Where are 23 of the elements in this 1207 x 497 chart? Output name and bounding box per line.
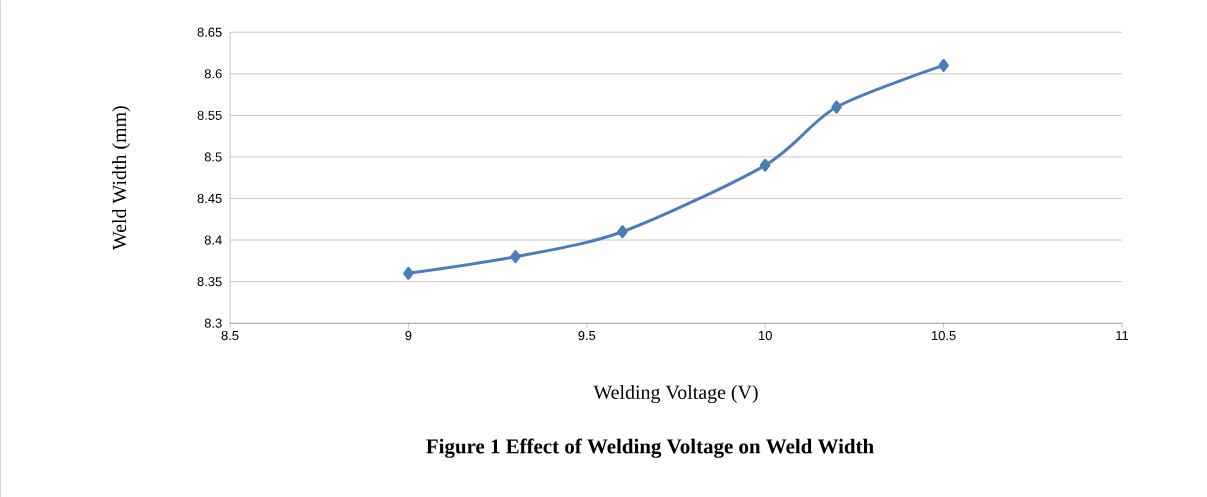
point bbox=[617, 225, 628, 239]
point bbox=[403, 266, 414, 280]
x-tick-label: 9.5 bbox=[578, 330, 596, 340]
y-tick-label: 8.3 bbox=[204, 318, 222, 328]
point bbox=[510, 250, 521, 263]
x-tick-label: 9 bbox=[405, 330, 412, 340]
point bbox=[759, 158, 771, 172]
y-tick-label: 8.6 bbox=[204, 68, 222, 79]
point bbox=[831, 100, 842, 114]
x-tick-label: 10 bbox=[758, 330, 772, 340]
y-tick-label: 8.55 bbox=[197, 110, 222, 120]
y-tick-label: 8.35 bbox=[197, 276, 222, 287]
x-axis-title: Welding Voltage (V) bbox=[593, 384, 758, 403]
x-tick-label: 8.5 bbox=[221, 330, 239, 340]
y-tick-label: 8.5 bbox=[204, 152, 222, 162]
y-tick-label: 8.4 bbox=[204, 235, 222, 245]
y-axis-title: Weld Width (mm) bbox=[112, 105, 131, 250]
y-tick-label: 8.45 bbox=[197, 193, 222, 203]
text: Figure 1 Effect of Welding Voltage on Weld Width bbox=[426, 438, 874, 458]
x-tick-label: 11 bbox=[1116, 330, 1129, 340]
y-tick-label: 8.65 bbox=[197, 27, 222, 37]
point bbox=[938, 58, 949, 72]
x-tick-label: 10.5 bbox=[931, 330, 956, 340]
